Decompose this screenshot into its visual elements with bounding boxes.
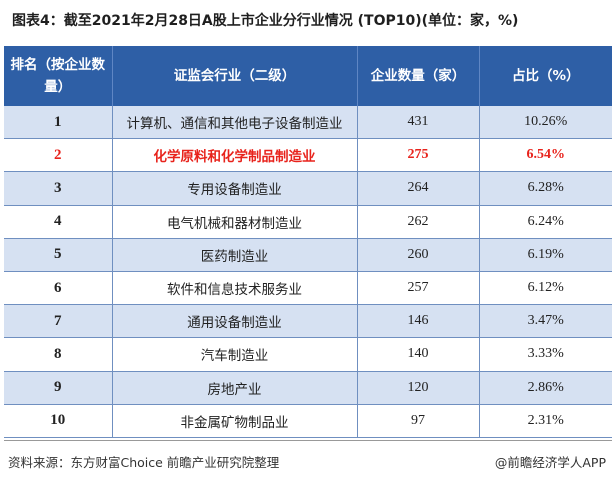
table-row: 7 通用设备制造业 146 3.47% [4,304,612,339]
industry-cell: 化学原料和化学制品制造业 [112,138,358,173]
industry-cell: 汽车制造业 [112,337,358,372]
footer-divider [4,440,612,441]
rank-cell: 7 [4,304,113,339]
share-cell: 6.12% [479,271,612,306]
count-cell: 140 [357,337,480,372]
count-cell: 257 [357,271,480,306]
rank-cell: 6 [4,271,113,306]
credit-label: @前瞻经济学人APP [494,455,606,470]
count-cell: 146 [357,304,480,339]
table-row: 5 医药制造业 260 6.19% [4,238,612,272]
share-cell: 2.31% [479,404,612,438]
count-cell: 262 [357,205,480,239]
count-cell: 275 [357,138,480,173]
table-header-row: 排名（按企业数量） 证监会行业（二级） 企业数量（家） 占比（%） [4,46,612,106]
count-cell: 97 [357,404,480,438]
count-cell: 260 [357,238,480,272]
rank-cell: 5 [4,238,113,272]
industry-cell: 电气机械和器材制造业 [112,205,358,239]
share-cell: 3.47% [479,304,612,339]
rank-cell: 10 [4,404,113,438]
rank-cell: 3 [4,171,113,206]
table-row: 8 汽车制造业 140 3.33% [4,337,612,372]
industry-table: 排名（按企业数量） 证监会行业（二级） 企业数量（家） 占比（%） 1 计算机、… [4,46,612,438]
page-title: 图表4：截至2021年2月28日A股上市企业分行业情况 (TOP10)(单位：家… [12,13,519,29]
table-row: 9 房地产业 120 2.86% [4,371,612,405]
table-row: 3 专用设备制造业 264 6.28% [4,171,612,206]
share-cell: 6.28% [479,171,612,206]
share-cell: 6.54% [479,138,612,173]
rank-cell: 8 [4,337,113,372]
share-cell: 2.86% [479,371,612,405]
industry-cell: 计算机、通信和其他电子设备制造业 [112,106,358,140]
share-cell: 6.19% [479,238,612,272]
header-share: 占比（%） [479,46,612,106]
header-count: 企业数量（家） [357,46,480,106]
header-rank: 排名（按企业数量） [4,46,113,106]
share-cell: 10.26% [479,106,612,140]
share-cell: 6.24% [479,205,612,239]
rank-cell: 9 [4,371,113,405]
count-cell: 431 [357,106,480,140]
table-row: 4 电气机械和器材制造业 262 6.24% [4,205,612,239]
count-cell: 264 [357,171,480,206]
industry-cell: 软件和信息技术服务业 [112,271,358,306]
count-cell: 120 [357,371,480,405]
table-row: 1 计算机、通信和其他电子设备制造业 431 10.26% [4,106,612,140]
industry-cell: 医药制造业 [112,238,358,272]
industry-cell: 专用设备制造业 [112,171,358,206]
rank-cell: 2 [4,138,113,173]
table-row-highlighted: 2 化学原料和化学制品制造业 275 6.54% [4,138,612,173]
share-cell: 3.33% [479,337,612,372]
industry-cell: 房地产业 [112,371,358,405]
header-industry: 证监会行业（二级） [112,46,358,106]
rank-cell: 1 [4,106,113,140]
industry-cell: 非金属矿物制品业 [112,404,358,438]
source-note: 资料来源：东方财富Choice 前瞻产业研究院整理 [8,455,280,470]
industry-cell: 通用设备制造业 [112,304,358,339]
table-row: 10 非金属矿物制品业 97 2.31% [4,404,612,438]
rank-cell: 4 [4,205,113,239]
table-row: 6 软件和信息技术服务业 257 6.12% [4,271,612,306]
